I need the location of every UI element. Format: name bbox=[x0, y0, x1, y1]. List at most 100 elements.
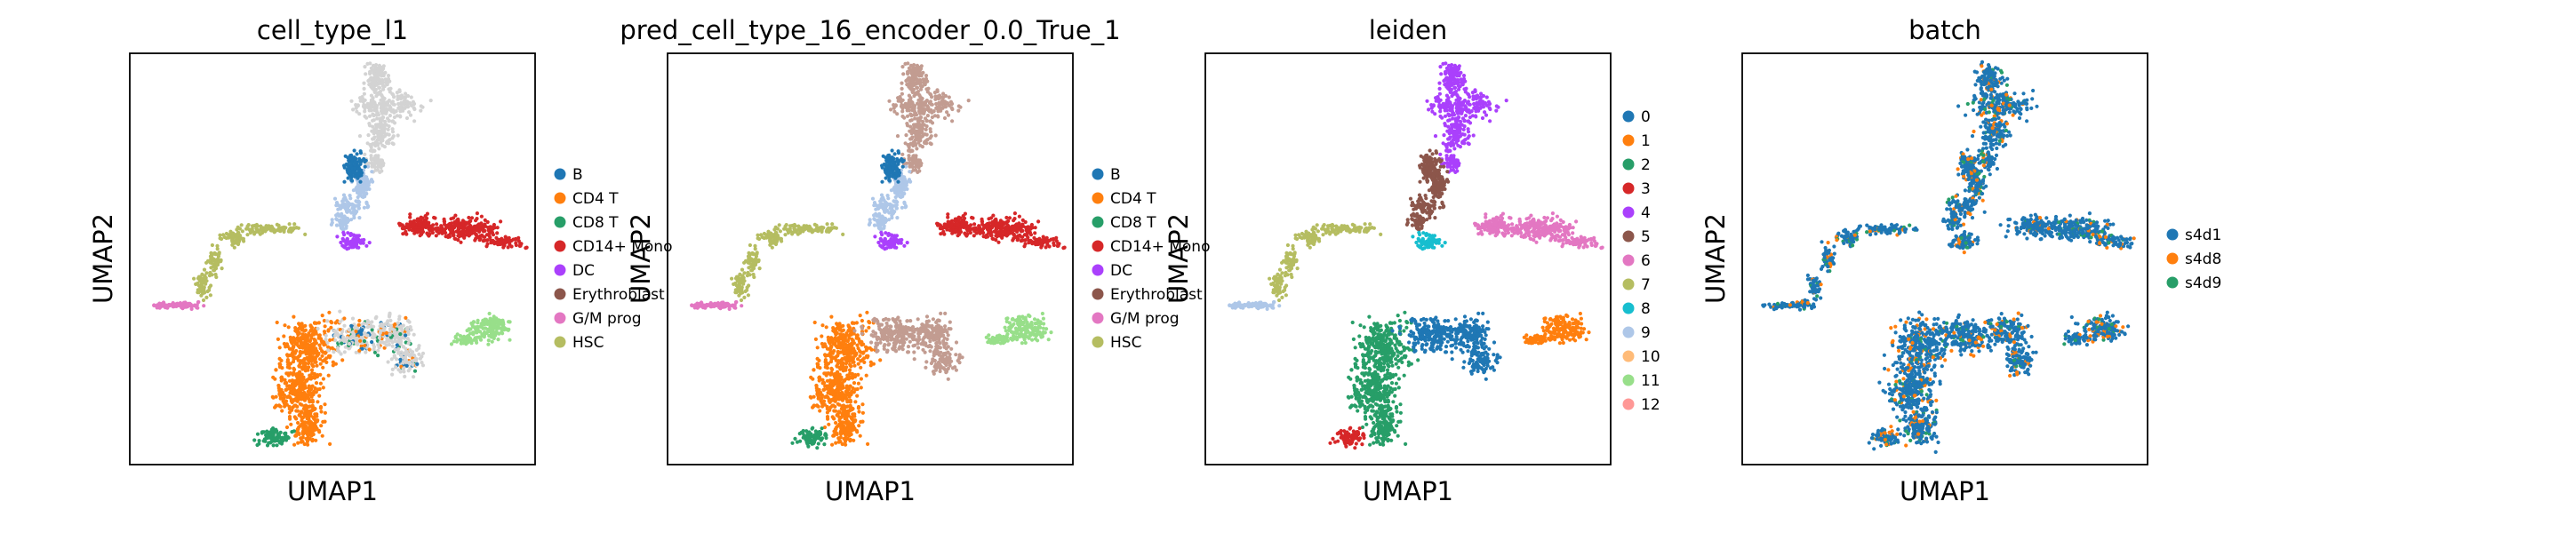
cell-point bbox=[475, 227, 479, 232]
cell-point bbox=[1006, 230, 1011, 235]
cell-point bbox=[908, 118, 913, 123]
cell-point bbox=[292, 429, 296, 434]
cell-point bbox=[363, 331, 367, 336]
cell-point bbox=[950, 119, 955, 123]
cell-point bbox=[344, 243, 349, 247]
cell-point bbox=[412, 231, 417, 235]
cell-point bbox=[339, 206, 343, 211]
cell-point bbox=[833, 328, 837, 332]
cell-point bbox=[958, 216, 963, 220]
cell-point bbox=[396, 368, 401, 372]
cell-point bbox=[904, 133, 908, 138]
cell-point bbox=[1020, 218, 1025, 222]
cell-point bbox=[917, 169, 922, 173]
cell-point bbox=[402, 101, 406, 107]
cell-point bbox=[277, 346, 282, 350]
cell-point bbox=[1012, 211, 1017, 216]
cell-point bbox=[502, 238, 507, 243]
cell-point bbox=[220, 236, 224, 242]
cell-point bbox=[376, 162, 380, 167]
cell-point bbox=[386, 74, 391, 78]
cell-point bbox=[824, 325, 828, 330]
cell-point bbox=[883, 168, 887, 172]
cell-point bbox=[371, 124, 375, 129]
cell-point bbox=[1019, 224, 1023, 228]
scatter-points bbox=[152, 61, 529, 448]
cell-point bbox=[420, 354, 424, 359]
cell-point bbox=[982, 224, 987, 228]
cell-point bbox=[380, 78, 385, 83]
cell-point bbox=[1030, 226, 1035, 230]
cell-point bbox=[299, 375, 303, 379]
cell-point bbox=[389, 357, 394, 362]
cell-point bbox=[859, 377, 863, 381]
cell-point bbox=[829, 314, 834, 319]
cell-point bbox=[358, 193, 363, 197]
cell-point bbox=[398, 338, 404, 343]
cell-point bbox=[387, 119, 391, 123]
cell-point bbox=[428, 224, 432, 228]
cell-point bbox=[947, 95, 951, 99]
cell-point bbox=[349, 161, 354, 165]
cell-point bbox=[370, 320, 374, 324]
cell-point bbox=[387, 138, 391, 142]
cell-point bbox=[302, 381, 307, 386]
cell-point bbox=[479, 323, 484, 328]
cell-point bbox=[326, 348, 331, 353]
cell-point bbox=[486, 226, 491, 230]
cell-point bbox=[1007, 216, 1012, 220]
cell-point bbox=[419, 219, 423, 223]
cell-point bbox=[412, 353, 416, 358]
cell-point bbox=[428, 99, 433, 103]
cell-point bbox=[320, 434, 324, 438]
cell-point bbox=[361, 97, 365, 101]
cell-point bbox=[994, 224, 998, 228]
cell-point bbox=[425, 231, 429, 235]
cell-point bbox=[874, 211, 878, 216]
cell-point bbox=[500, 236, 504, 241]
cell-point bbox=[291, 390, 296, 394]
cell-point bbox=[864, 348, 868, 353]
cell-point bbox=[366, 204, 371, 209]
cell-point bbox=[812, 222, 817, 227]
cell-point bbox=[275, 228, 279, 233]
cell-point bbox=[946, 215, 950, 219]
cell-point bbox=[434, 234, 438, 238]
cell-point bbox=[903, 61, 908, 66]
cell-point bbox=[435, 229, 439, 234]
cell-point bbox=[852, 321, 857, 325]
cell-point bbox=[940, 105, 946, 109]
cell-point bbox=[294, 226, 299, 230]
panel-title: cell_type_l1 bbox=[257, 15, 408, 45]
cell-point bbox=[1028, 233, 1034, 237]
cell-point bbox=[322, 330, 327, 334]
cell-point bbox=[397, 89, 402, 94]
cell-point bbox=[305, 356, 310, 362]
cell-point bbox=[338, 223, 342, 227]
cell-point bbox=[410, 228, 414, 233]
cell-point bbox=[459, 240, 463, 244]
cell-point bbox=[205, 259, 211, 263]
cell-point bbox=[896, 241, 900, 245]
cell-point bbox=[866, 354, 870, 358]
cell-point bbox=[972, 229, 977, 234]
cell-point bbox=[812, 320, 817, 325]
cell-point bbox=[420, 227, 425, 232]
cell-point bbox=[323, 410, 327, 415]
cell-point bbox=[514, 243, 518, 248]
cell-point bbox=[740, 304, 744, 308]
cell-point bbox=[352, 325, 357, 330]
cell-point bbox=[328, 442, 332, 446]
cell-point bbox=[745, 288, 749, 292]
cell-point bbox=[261, 439, 266, 443]
cell-point bbox=[882, 198, 886, 203]
cell-point bbox=[397, 317, 402, 322]
cell-point bbox=[887, 99, 892, 103]
cell-point bbox=[732, 282, 736, 286]
cell-point bbox=[380, 143, 385, 147]
cell-point bbox=[345, 210, 349, 214]
cell-point bbox=[733, 276, 739, 281]
cell-point bbox=[296, 392, 300, 396]
cell-point bbox=[324, 333, 328, 338]
